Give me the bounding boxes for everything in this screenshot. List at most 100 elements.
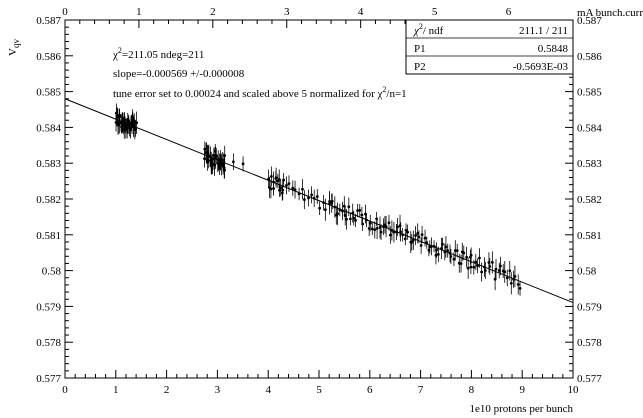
data-point: [410, 240, 414, 244]
top-tick-label: 6: [506, 6, 512, 18]
slope-annotation: slope=-0.000569 +/-0.000008: [113, 68, 245, 80]
y-tick-label-right: 0.586: [577, 51, 602, 63]
data-point: [435, 248, 438, 252]
data-points: [114, 103, 522, 296]
y-tick-label: 0.581: [36, 230, 61, 242]
data-point: [241, 162, 245, 166]
data-point: [318, 206, 322, 210]
data-point: [287, 182, 291, 186]
data-point: [488, 265, 492, 268]
data-point: [483, 269, 487, 272]
data-point: [368, 221, 372, 225]
data-point: [417, 235, 421, 239]
data-point: [114, 111, 118, 115]
data-point: [466, 266, 470, 270]
y-tick-label: 0.584: [36, 122, 61, 134]
data-point: [414, 234, 417, 237]
y-tick-label: 0.585: [36, 87, 61, 99]
y-tick-label: 0.586: [36, 51, 61, 63]
data-point: [396, 225, 399, 229]
data-point: [462, 251, 466, 255]
data-point: [315, 195, 319, 198]
data-point: [436, 253, 440, 256]
data-point: [336, 212, 339, 216]
data-point: [352, 216, 356, 220]
y-tick-label-right: 0.582: [577, 194, 602, 206]
data-point: [446, 249, 450, 253]
data-point: [116, 123, 120, 127]
data-point: [452, 257, 456, 261]
x-tick-label: 3: [215, 384, 221, 396]
top-tick-label: 1: [136, 6, 142, 18]
data-point: [399, 230, 403, 234]
top-axis-label: mA bunch.curr: [577, 7, 643, 19]
stats-box: χ2/ ndf 211.1 / 211 P1 0.5848 P2 -0.5693…: [405, 19, 574, 75]
data-point: [330, 199, 334, 203]
data-point: [272, 187, 276, 190]
data-point: [497, 269, 501, 272]
y-tick-label-right: 0.583: [577, 158, 602, 170]
data-point: [269, 187, 273, 191]
data-point: [499, 264, 502, 268]
data-point: [509, 281, 513, 285]
y-tick-label: 0.578: [36, 337, 61, 349]
stats-p1-value: 0.5848: [538, 43, 569, 55]
y-axis-label-sub: qv: [11, 39, 21, 49]
data-point: [449, 255, 453, 258]
data-point: [411, 238, 415, 242]
data-point: [291, 186, 295, 190]
y-tick-label: 0.579: [36, 301, 61, 313]
data-point: [278, 188, 281, 192]
data-point: [285, 184, 288, 187]
data-point: [494, 267, 498, 271]
x-tick-label: 10: [568, 384, 580, 396]
data-point: [280, 191, 284, 195]
data-point: [223, 154, 227, 157]
y-tick-label-right: 0.585: [577, 87, 602, 99]
y-tick-label: 0.587: [36, 15, 61, 27]
data-point: [416, 231, 420, 235]
stats-p2-value: -0.5693E-03: [513, 61, 569, 73]
stats-chi-exp: 2: [419, 22, 423, 31]
data-point: [472, 265, 476, 269]
data-point: [345, 217, 348, 221]
y-tick-label: 0.577: [36, 373, 61, 385]
data-point: [420, 233, 424, 237]
data-point: [356, 209, 360, 213]
data-point: [274, 176, 278, 180]
data-point: [513, 275, 517, 278]
x-tick-label: 6: [367, 384, 373, 396]
tune-annotation: tune error set to 0.00024 and scaled abo…: [113, 85, 407, 100]
data-point: [221, 162, 225, 166]
data-point: [505, 276, 509, 280]
data-point: [490, 260, 494, 264]
stats-chi2-label: χ2/ ndf: [413, 22, 444, 37]
chi-exp-2: 2: [382, 85, 386, 94]
data-point: [211, 162, 214, 166]
data-point: [347, 205, 351, 209]
top-tick-label: 2: [210, 6, 216, 18]
data-point: [301, 187, 304, 191]
data-point: [474, 260, 478, 264]
chi2-annotation: χ2=211.05 ndeg=211: [112, 46, 204, 61]
y-axis-left: 0.577 0.578 0.579 0.58 0.581 0.582 0.583 0.584 0…: [36, 15, 73, 385]
y-tick-label-right: 0.58: [577, 266, 597, 278]
data-point: [469, 265, 473, 269]
data-point: [403, 237, 407, 241]
data-point: [323, 208, 327, 212]
data-point: [203, 157, 206, 161]
data-point: [388, 233, 392, 237]
x-axis-bottom: 0 1 2 3 4 5 6 7 8 9 10: [62, 370, 579, 396]
data-point: [444, 245, 448, 249]
data-point: [392, 230, 396, 234]
x-tick-label: 7: [418, 384, 424, 396]
y-tick-label: 0.582: [36, 194, 61, 206]
tune-text-a: tune error set to 0.00024 and scaled abo…: [113, 88, 378, 100]
top-tick-label: 4: [358, 6, 364, 18]
data-point: [375, 217, 379, 221]
data-point: [370, 227, 374, 231]
data-point: [231, 160, 235, 164]
stats-chi2-value: 211.1 / 211: [519, 25, 568, 37]
top-tick-label: 0: [62, 6, 68, 18]
